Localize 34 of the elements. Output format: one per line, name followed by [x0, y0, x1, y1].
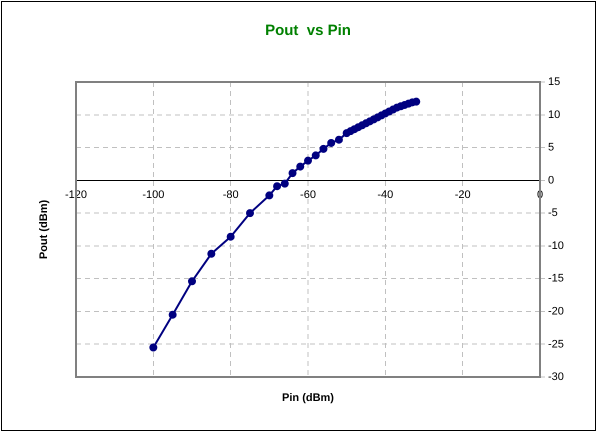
y-tick-label: 15	[548, 76, 560, 88]
y-tick-label: -20	[548, 305, 564, 318]
point	[280, 180, 289, 188]
x-axis-title: Pin (dBm)	[282, 392, 334, 404]
point	[207, 250, 216, 258]
point	[319, 144, 328, 153]
point	[312, 151, 320, 160]
chart-title: Pout vs Pin	[265, 22, 351, 40]
x-tick-label: -20	[454, 188, 471, 201]
x-tick-label: -40	[377, 188, 394, 201]
point	[288, 169, 297, 178]
y-tick-label: 0	[548, 174, 554, 186]
point	[246, 209, 254, 218]
y-tick-label: -5	[548, 207, 558, 220]
y-axis-title: Pout (dBm)	[38, 200, 50, 260]
x-tick-label: -100	[142, 188, 164, 201]
y-tick-label: 10	[548, 108, 560, 121]
point	[273, 182, 282, 190]
y-tick-label: -30	[548, 371, 564, 384]
y-tick-label: -15	[548, 272, 564, 285]
point	[296, 162, 304, 171]
point	[168, 310, 177, 319]
point	[149, 344, 158, 352]
y-tick-label: 5	[548, 142, 554, 154]
y-tick-label: -25	[548, 338, 564, 350]
point	[188, 277, 196, 286]
y-tick-label: -10	[548, 240, 564, 252]
point	[304, 156, 312, 165]
x-tick-label: -80	[222, 188, 239, 201]
point	[226, 232, 235, 241]
point	[327, 138, 336, 147]
x-tick-label: -60	[300, 188, 316, 201]
point	[265, 191, 274, 200]
point	[334, 136, 343, 144]
